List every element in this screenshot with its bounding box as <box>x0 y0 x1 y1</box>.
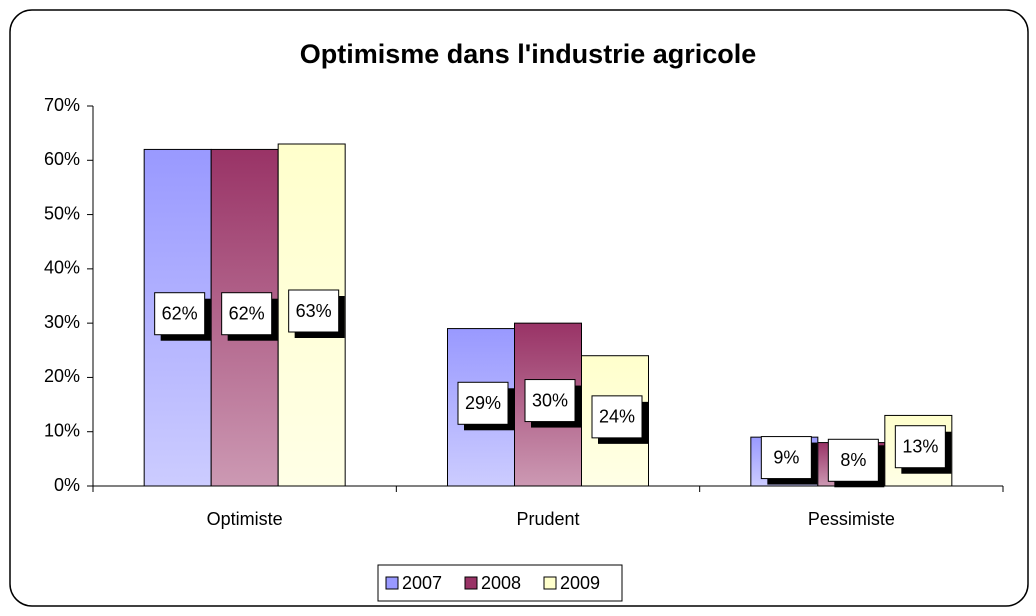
data-label: 29% <box>465 393 501 413</box>
x-tick-label: Pessimiste <box>808 509 895 529</box>
y-tick-label: 10% <box>44 420 80 440</box>
data-label-box <box>524 379 576 423</box>
y-tick-label: 60% <box>44 149 80 169</box>
data-label-box <box>288 289 340 333</box>
data-label-box <box>760 436 812 480</box>
data-label-box <box>591 395 643 439</box>
legend-swatch <box>464 576 478 590</box>
data-label: 63% <box>296 301 332 321</box>
data-label: 24% <box>599 407 635 427</box>
data-label: 9% <box>773 447 799 467</box>
legend-label: 2008 <box>481 573 521 593</box>
legend-box <box>377 564 623 602</box>
legend-label: 2007 <box>402 573 442 593</box>
data-label-box <box>457 381 509 425</box>
data-label: 62% <box>162 303 198 323</box>
data-label: 30% <box>532 390 568 410</box>
y-tick-label: 70% <box>44 95 80 115</box>
data-label: 13% <box>902 436 938 456</box>
y-tick-label: 0% <box>54 475 80 495</box>
y-tick-label: 30% <box>44 312 80 332</box>
y-tick-label: 40% <box>44 258 80 278</box>
x-tick-label: Prudent <box>516 509 579 529</box>
data-label-box <box>827 438 879 482</box>
legend-swatch <box>385 576 399 590</box>
chart-title: Optimisme dans l'industrie agricole <box>300 39 757 69</box>
data-label: 8% <box>840 450 866 470</box>
y-tick-label: 20% <box>44 366 80 386</box>
x-tick-label: Optimiste <box>207 509 283 529</box>
data-label-box <box>221 292 273 336</box>
data-label: 62% <box>229 303 265 323</box>
data-label-box <box>894 425 946 469</box>
legend-swatch <box>543 576 557 590</box>
legend-label: 2009 <box>560 573 600 593</box>
y-tick-label: 50% <box>44 203 80 223</box>
data-label-box <box>154 292 206 336</box>
